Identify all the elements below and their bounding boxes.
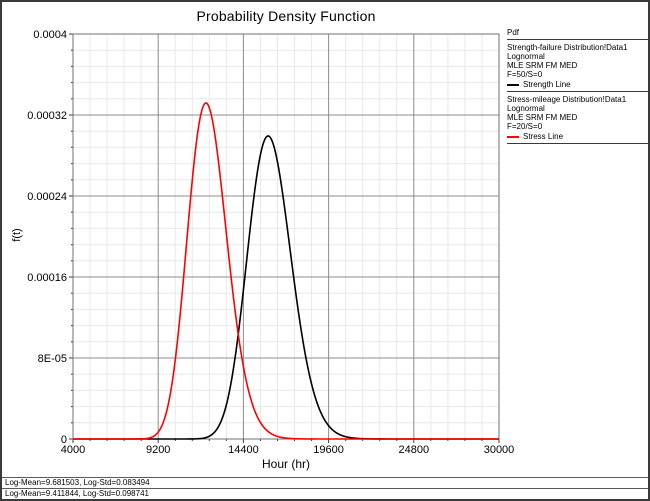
legend-sample-count-label: F=50/S=0 (507, 70, 543, 79)
legend-method-label: MLE SRM FM MED (507, 61, 578, 70)
legend-method-label: MLE SRM FM MED (507, 113, 578, 122)
status-log-mean-strength: Log-Mean=9.681503, Log-Std=0.083494 (2, 477, 648, 488)
legend-panel[interactable]: Pdf Strength-failure Distribution!Data1 … (507, 28, 648, 144)
legend-line-sample-strength: Strength Line (507, 80, 648, 89)
legend-entry-stress: Stress-mileage Distribution!Data1 Lognor… (507, 92, 648, 144)
status-log-mean-stress: Log-Mean=9.411844, Log-Std=0.098741 (2, 488, 648, 499)
x-axis-title: Hour (hr) (261, 457, 310, 471)
stress-line-swatch (507, 135, 519, 138)
y-tick-label: 8E-05 (38, 353, 67, 365)
y-tick-label: 0.00024 (27, 191, 67, 203)
x-tick-label: 4000 (61, 444, 85, 456)
x-tick-label: 30000 (484, 444, 515, 456)
stress-line-curve[interactable] (73, 102, 499, 440)
y-tick-label: 0.00032 (27, 110, 67, 122)
stress-line-label: Stress Line (523, 132, 564, 141)
plot-border (72, 33, 500, 440)
x-tick-label: 24800 (399, 444, 430, 456)
legend-sample-count-label: F=20/S=0 (507, 122, 543, 131)
y-tick-label: 0 (61, 434, 67, 446)
x-tick-label: 14400 (228, 444, 259, 456)
x-tick-label: 19600 (313, 444, 344, 456)
legend-entry-strength: Strength-failure Distribution!Data1 Logn… (507, 40, 648, 92)
strength-line-swatch (507, 83, 519, 86)
chart-title: Probability Density Function (196, 8, 376, 24)
legend-source-label: Strength-failure Distribution!Data1 (507, 43, 628, 52)
y-tick-label: 0.0004 (33, 29, 67, 41)
strength-line-curve[interactable] (73, 135, 499, 440)
legend-line-sample-stress: Stress Line (507, 132, 648, 141)
y-axis-title: f(t) (11, 228, 23, 242)
legend-source-label: Stress-mileage Distribution!Data1 (507, 95, 627, 104)
strength-line-label: Strength Line (523, 80, 571, 89)
legend-distribution-label: Lognormal (507, 52, 545, 61)
status-bar: Log-Mean=9.681503, Log-Std=0.083494 Log-… (2, 477, 648, 499)
legend-distribution-label: Lognormal (507, 104, 545, 113)
legend-header: Pdf (507, 28, 648, 40)
y-tick-label: 0.00016 (27, 272, 67, 284)
x-tick-label: 9200 (146, 444, 170, 456)
